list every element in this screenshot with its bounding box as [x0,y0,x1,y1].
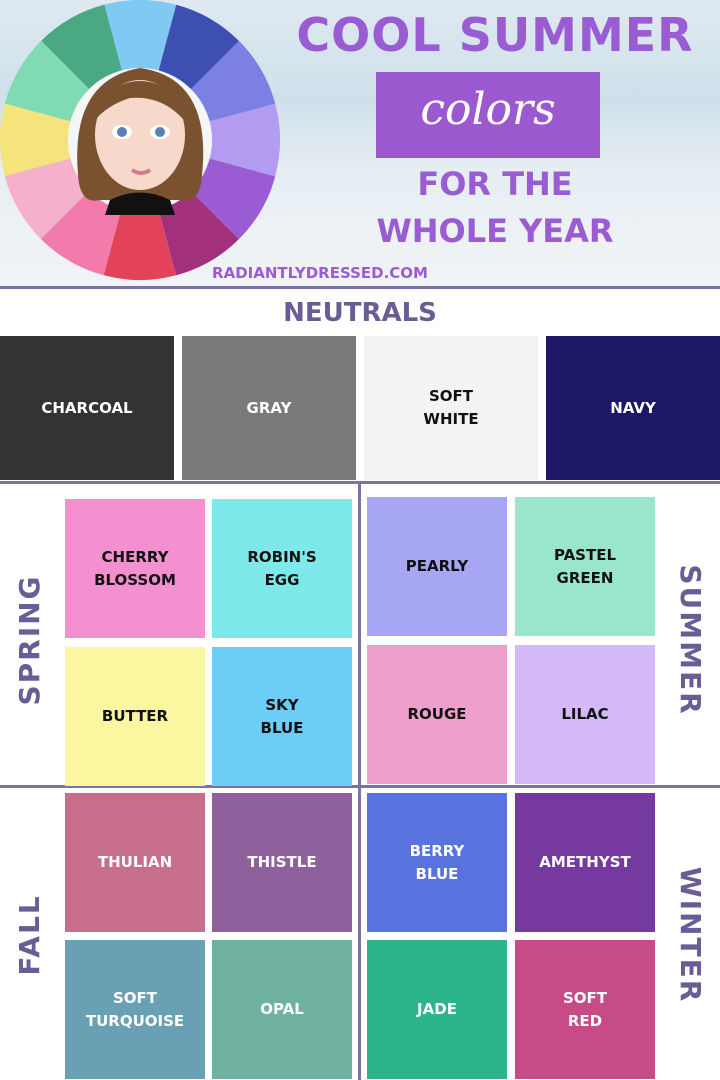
divider [358,483,361,1080]
swatch-label: BLOSSOM [94,570,176,589]
title: COOL SUMMER [296,8,694,62]
tagline: WHOLE YEAR [376,212,614,250]
color-swatch: BUTTER [65,647,205,786]
divider [0,481,720,484]
color-swatch: CHARCOAL [0,336,174,480]
swatch-label: SOFT [112,988,158,1007]
swatch-label: BLUE [415,864,459,883]
color-swatch: ROBIN'S EGG [212,499,352,638]
swatch-label: GREEN [556,568,614,587]
season-label: FALL [13,894,46,976]
color-swatch: ROUGE [367,645,507,784]
swatch-label: BERRY [409,841,465,860]
color-swatch: LILAC [515,645,655,784]
season-label: WINTER [674,866,707,1004]
swatch-label: ROBIN'S [247,547,317,566]
swatch-label: NAVY [610,398,656,417]
swatch-label: RED [567,1011,603,1030]
swatch-label: BUTTER [101,707,169,725]
color-swatch: SKY BLUE [212,647,352,786]
swatch-label: WHITE [423,410,479,428]
swatch-label: THULIAN [97,853,173,871]
color-swatch: BERRY BLUE [367,793,507,932]
swatch-label: GRAY [246,398,292,417]
swatch-label: OPAL [260,1000,304,1018]
swatch-label: BLUE [260,718,304,737]
swatch-label: LILAC [561,705,609,723]
section-title: NEUTRALS [283,298,437,328]
divider [0,286,720,289]
swatch-label: SOFT [562,988,608,1007]
subtitle-box [376,72,600,158]
swatch-label: THISTLE [247,853,317,871]
swatch-label: PASTEL [553,545,617,564]
season-label: SPRING [13,574,46,706]
website: RADIANTLYDRESSED.COM [212,264,428,282]
subtitle: colors [420,84,556,135]
swatch-label: AMETHYST [539,853,631,871]
color-swatch: GRAY [182,336,356,480]
tagline: FOR THE [417,165,573,203]
color-swatch: SOFT TURQUOISE [65,940,205,1079]
swatch-label: PEARLY [405,557,469,575]
color-swatch: SOFT WHITE [364,336,538,480]
color-swatch: OPAL [212,940,352,1079]
color-swatch: PASTEL GREEN [515,497,655,636]
color-swatch: THISTLE [212,793,352,932]
swatch-label: CHERRY [101,547,169,566]
color-wheel [0,0,280,280]
color-swatch: PEARLY [367,497,507,636]
color-swatch: THULIAN [65,793,205,932]
swatch-label: CHARCOAL [41,398,133,417]
swatch-label: EGG [264,570,300,589]
color-swatch: CHERRY BLOSSOM [65,499,205,638]
swatch-label: TURQUOISE [85,1011,185,1030]
swatch-label: SKY [265,695,299,714]
color-swatch: AMETHYST [515,793,655,932]
swatch-label: ROUGE [407,705,467,723]
season-label: SUMMER [674,564,707,716]
color-swatch: JADE [367,940,507,1079]
swatch-label: JADE [417,1000,457,1018]
color-swatch: SOFT RED [515,940,655,1079]
color-swatch: NAVY [546,336,720,480]
swatch-label: SOFT [428,387,474,405]
